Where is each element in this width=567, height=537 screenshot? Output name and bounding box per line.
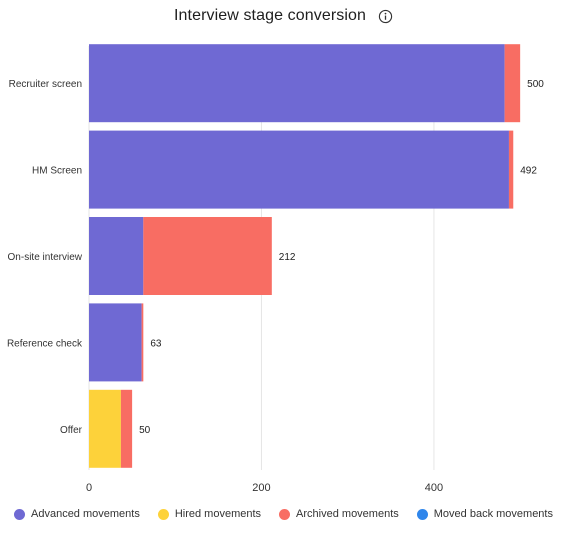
legend-item[interactable]: Archived movements	[279, 508, 399, 520]
chart-plot: 0 200 400 Recruiter screen 500 HM Screen 492 On…	[7, 44, 544, 494]
bar-segment	[141, 303, 144, 382]
legend-item[interactable]: Hired movements	[157, 508, 262, 520]
category-label: Reference check	[7, 338, 83, 349]
bar-segment	[89, 389, 121, 468]
bar-total-label: 212	[279, 252, 296, 263]
chart-header: Interview stage conversion	[0, 4, 567, 28]
category-label: HM Screen	[32, 166, 82, 177]
legend-swatch	[14, 508, 25, 520]
bar-total-label: 492	[520, 166, 537, 177]
legend-swatch	[157, 508, 169, 520]
bar-total-label: 500	[527, 79, 544, 90]
legend-label: Moved back movements	[433, 508, 553, 520]
legend-item[interactable]: Advanced movements	[14, 508, 140, 520]
bar-segment	[89, 130, 509, 209]
x-tick-label: 400	[425, 482, 443, 494]
bar-segment	[89, 217, 144, 295]
legend-swatch	[279, 508, 291, 520]
bar-segment	[89, 44, 505, 123]
category-label: Recruiter screen	[9, 79, 82, 90]
legend-label: Hired movements	[174, 508, 262, 520]
legend-swatch	[416, 508, 428, 520]
category-label: Offer	[60, 425, 83, 436]
category-label: On-site interview	[8, 252, 83, 263]
x-tick-label: 0	[86, 482, 92, 494]
chart-title: Interview stage conversion	[173, 7, 367, 24]
legend-label: Advanced movements	[31, 508, 140, 520]
bar-segment	[504, 44, 521, 123]
bar-total-label: 63	[150, 338, 162, 349]
x-tick-label: 200	[252, 482, 270, 494]
bar-segment	[89, 303, 142, 382]
bar-segment	[508, 130, 514, 209]
chart-legend: Advanced movements Hired movements Archive…	[0, 508, 567, 520]
info-icon[interactable]	[378, 9, 393, 24]
bar-total-label: 50	[139, 425, 151, 436]
legend-item[interactable]: Moved back movements	[416, 508, 553, 520]
legend-label: Archived movements	[296, 508, 399, 520]
bar-segment	[143, 217, 272, 295]
bar-segment	[120, 389, 133, 468]
